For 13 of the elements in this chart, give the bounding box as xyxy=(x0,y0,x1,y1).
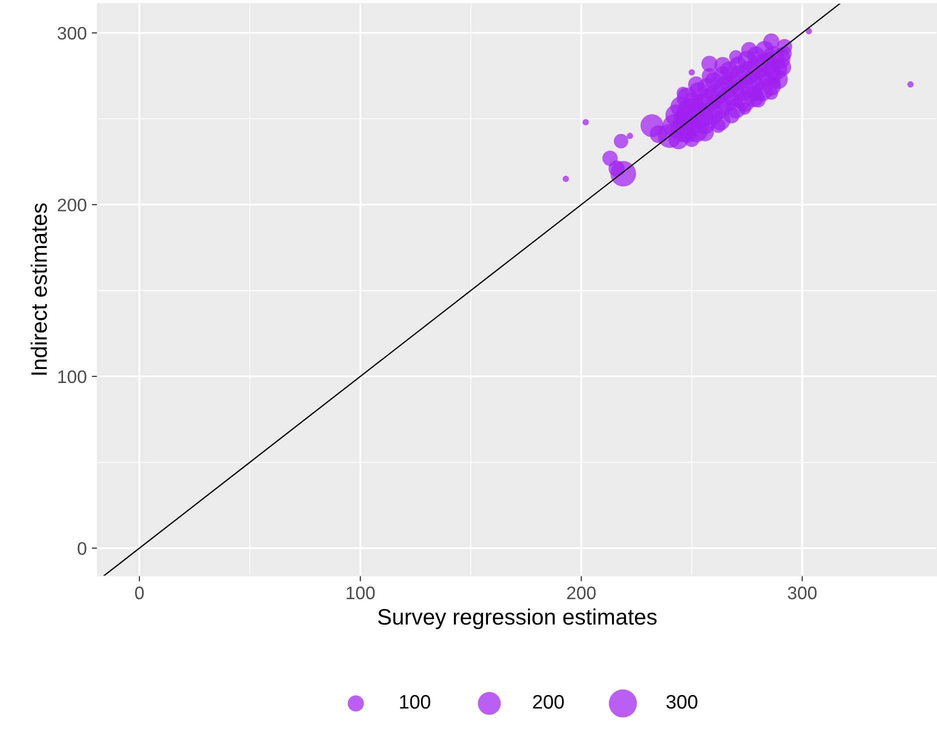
legend-label: 100 xyxy=(400,694,430,709)
x-tick-label: 100 xyxy=(346,586,375,600)
x-tick-label: 0 xyxy=(135,586,144,600)
legend-label: 300 xyxy=(666,694,698,709)
x-tick-label: 200 xyxy=(567,586,596,600)
y-tick-label: 200 xyxy=(58,198,86,212)
y-tick-label: 0 xyxy=(78,542,86,555)
legend-label: 200 xyxy=(533,694,564,709)
x-tick-label: 300 xyxy=(788,586,817,600)
x-axis-title: Survey regression estimates xyxy=(378,608,657,630)
y-tick-label: 300 xyxy=(58,26,86,40)
y-axis-title: Indirect estimates xyxy=(30,203,47,375)
y-tick-label: 100 xyxy=(58,370,86,384)
